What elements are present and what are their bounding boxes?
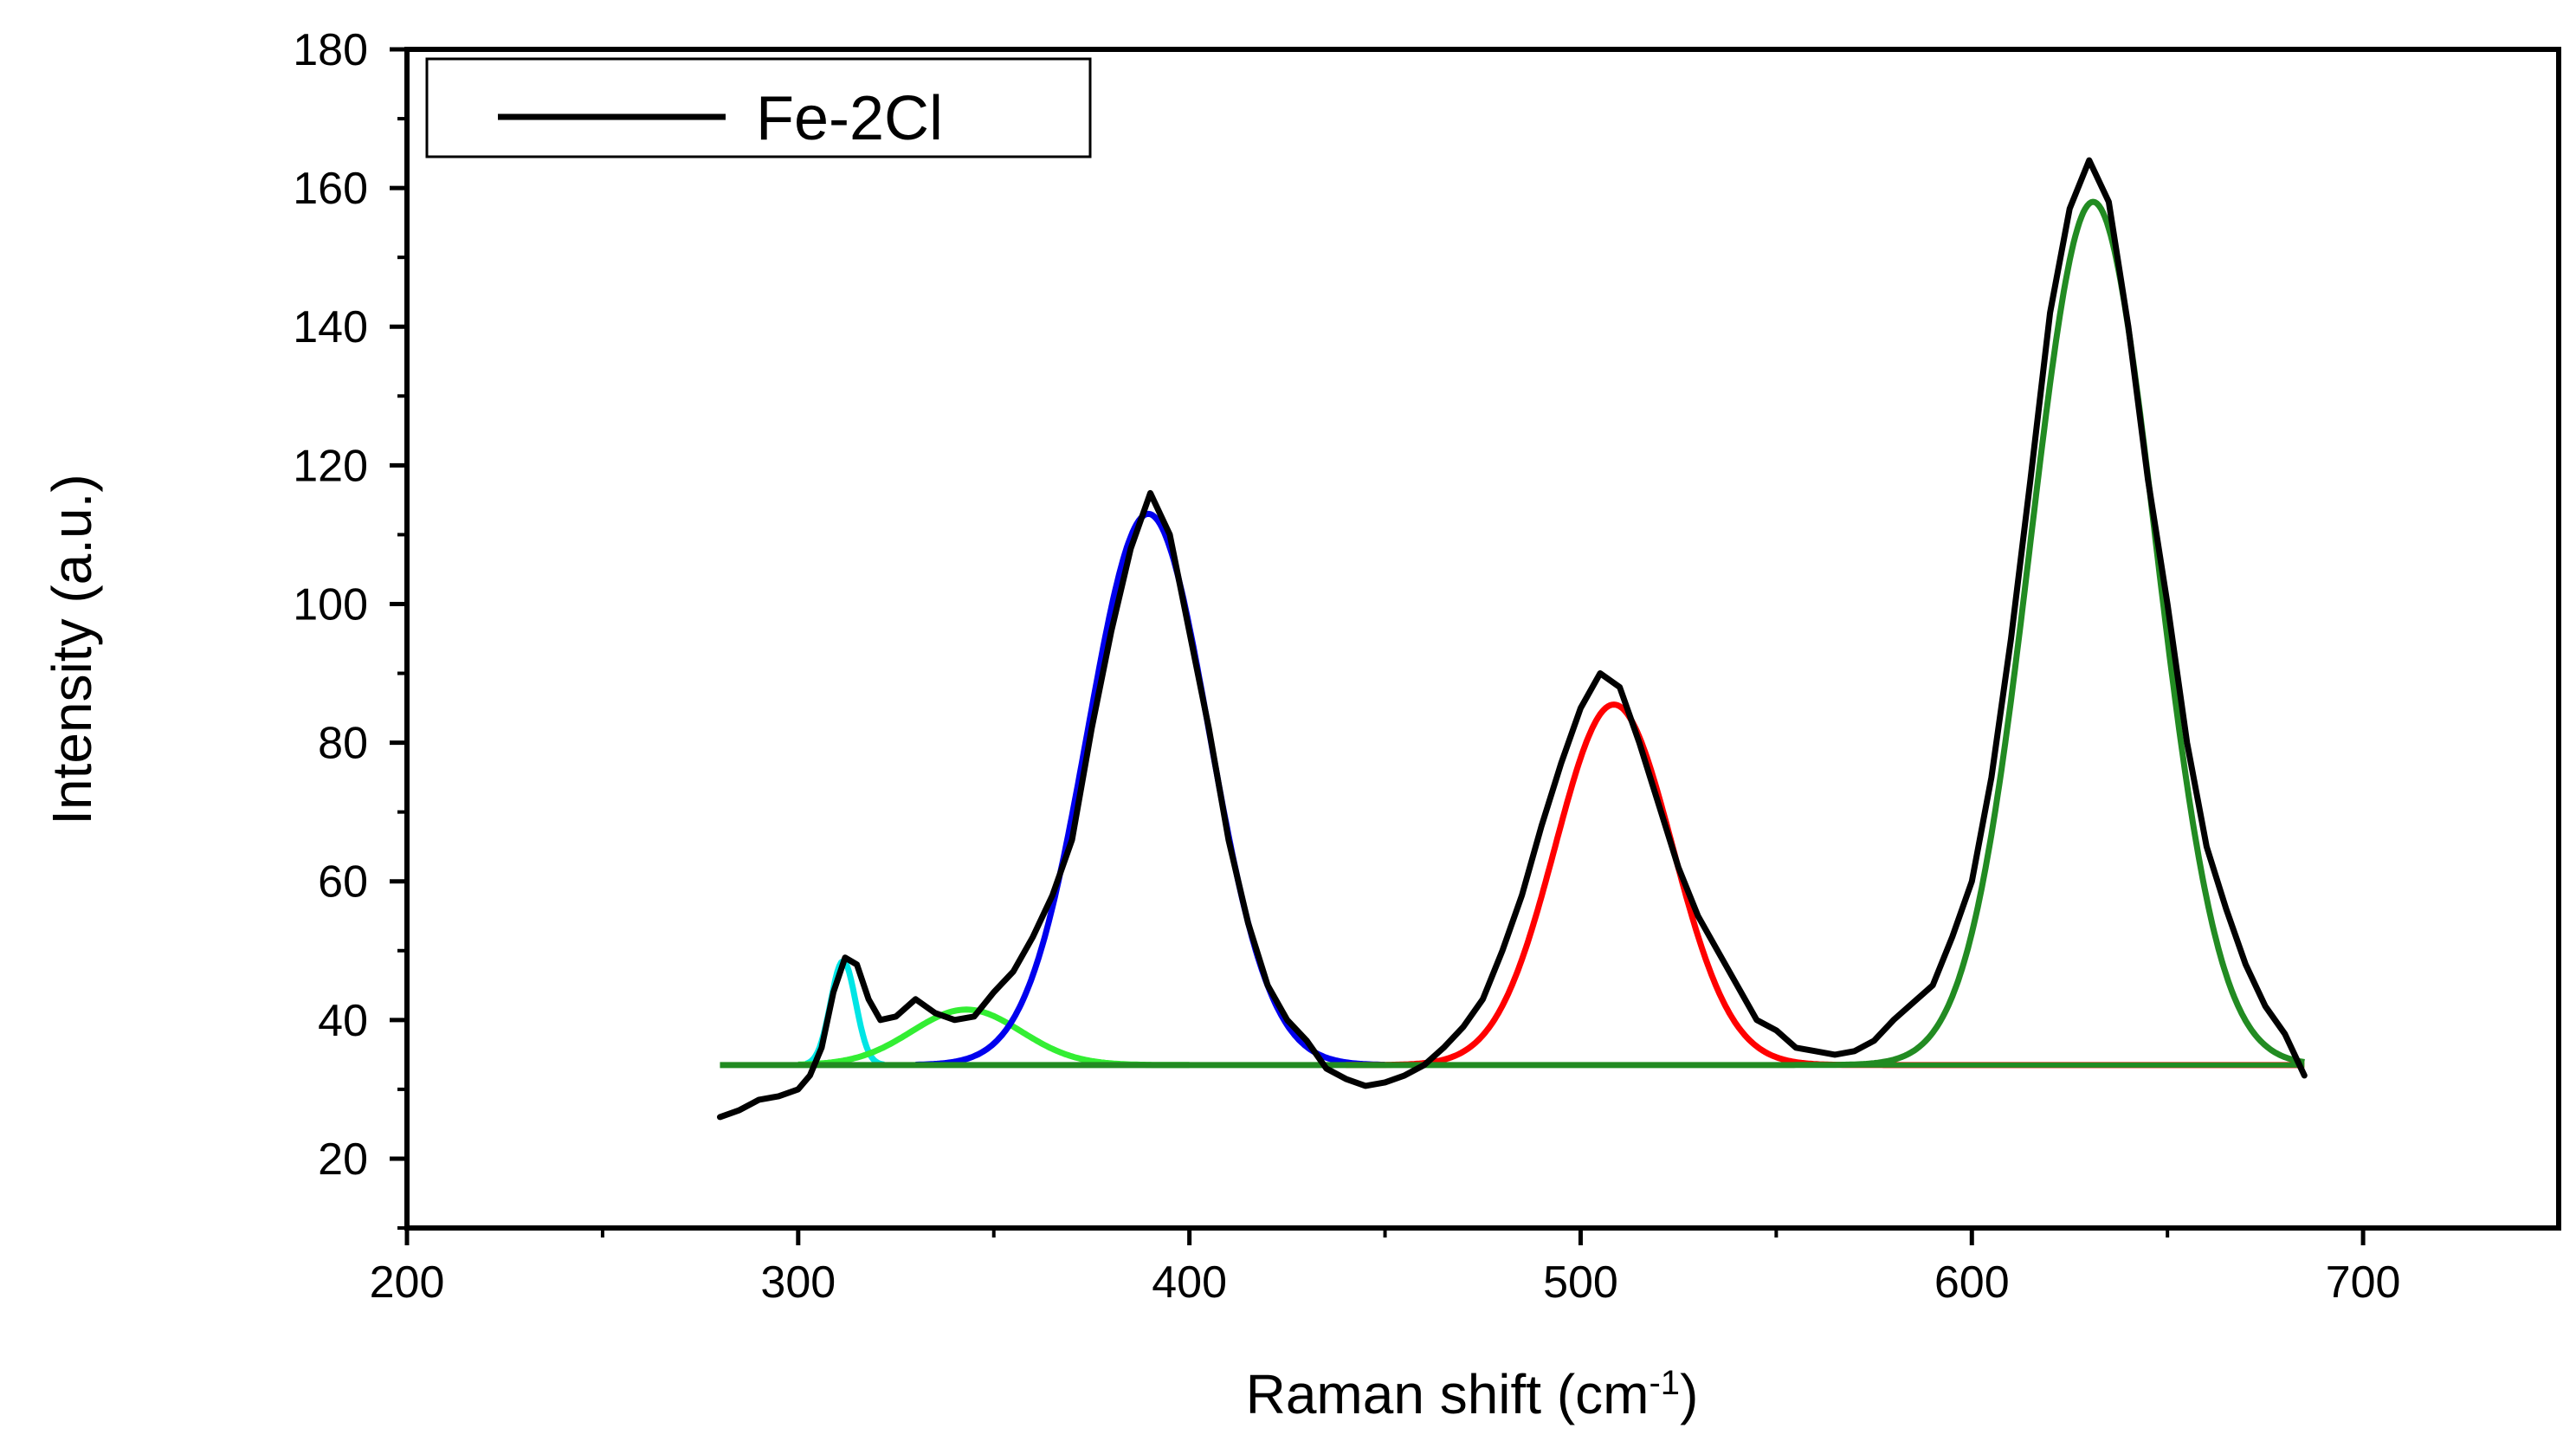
- legend-label: Fe-2Cl: [756, 84, 943, 153]
- y-axis-title: Intensity (a.u.): [41, 474, 103, 825]
- y-tick-label-80: 80: [318, 719, 368, 769]
- plot-frame: [404, 47, 2561, 1231]
- x-axis-title-main: Raman shift (cm: [1246, 1363, 1650, 1425]
- x-tick-label-500: 500: [1543, 1257, 1618, 1308]
- y-tick-label-160: 160: [293, 164, 368, 214]
- x-axis-title-sup: -1: [1649, 1364, 1680, 1402]
- fit-curves: [719, 198, 2306, 1069]
- fit-curve-5: [719, 198, 2306, 1069]
- legend-box: [425, 57, 1092, 158]
- tick-layer: 200 300 400 500 600 700 20 40 60 80 100 120 140 160 18…: [293, 25, 2400, 1308]
- y-tick-label-120: 120: [293, 441, 368, 491]
- y-tick-label-60: 60: [318, 857, 368, 908]
- y-tick-label-20: 20: [318, 1134, 368, 1185]
- y-tick-label-40: 40: [318, 996, 368, 1046]
- x-axis-title: Raman shift (cm-1): [1246, 1363, 1699, 1425]
- x-tick-label-200: 200: [370, 1257, 445, 1308]
- x-axis-title-close: ): [1680, 1363, 1698, 1425]
- raw-spectrum-line: [717, 157, 2308, 1121]
- y-tick-label-180: 180: [293, 25, 368, 75]
- y-tick-label-140: 140: [293, 302, 368, 352]
- x-tick-label-600: 600: [1934, 1257, 2010, 1308]
- x-tick-label-300: 300: [760, 1257, 836, 1308]
- raw-spectrum: [717, 157, 2308, 1121]
- legend: Fe-2Cl: [425, 57, 1092, 158]
- y-tick-label-100: 100: [293, 579, 368, 630]
- x-tick-label-700: 700: [2326, 1257, 2401, 1308]
- fit-curve-4: [1345, 701, 2306, 1069]
- x-tick-label-400: 400: [1152, 1257, 1227, 1308]
- fit-curve-3: [914, 510, 1386, 1068]
